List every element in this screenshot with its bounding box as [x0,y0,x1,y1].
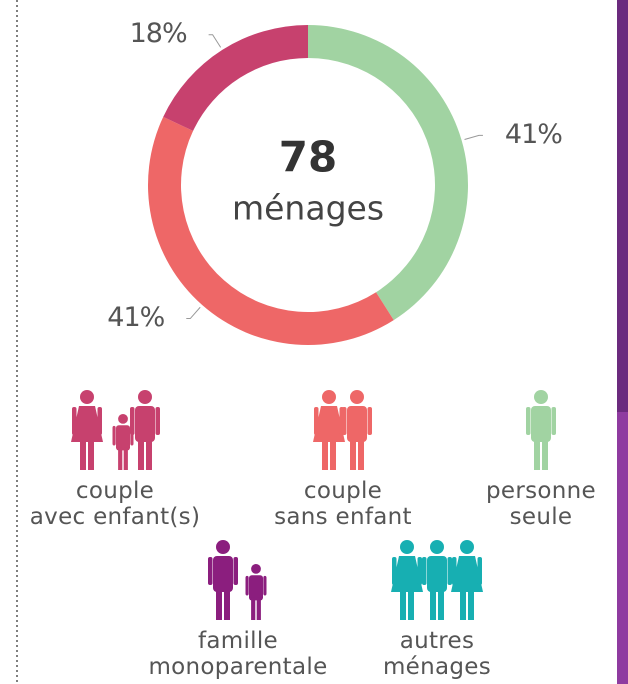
person-icon [130,390,160,470]
icon-part [400,540,414,554]
person-icon [391,540,423,620]
person-icon [313,390,345,470]
icon-part [256,597,261,620]
icon-part [342,407,347,435]
icon-part [251,597,256,620]
icon-part [208,557,213,585]
leader-line [186,306,201,320]
icon-part [460,588,466,620]
icon-part [138,438,144,470]
icon-part [408,588,414,620]
icon-part [249,575,263,601]
center-label: ménages [232,189,384,228]
side-bar [617,412,628,684]
icon-part [118,414,128,424]
icon-part [116,425,130,451]
icon-part [452,557,457,585]
center-value: 78 [279,133,337,182]
person-icon [526,390,556,470]
legend-label: couple sans enfant [274,478,412,530]
icon-part [422,557,427,585]
slice [308,25,469,321]
icon-part [130,407,135,435]
icon-part [112,425,116,446]
icon-part [263,575,267,596]
icon-part [534,390,548,404]
person-icon [342,390,372,470]
icon-part [531,406,551,442]
icon-part [138,390,152,404]
leader-line [464,134,483,141]
icon-part [430,588,436,620]
icon-part [80,438,86,470]
icon-part [245,575,249,596]
icon-part [224,588,230,620]
icon-part [358,438,364,470]
legend-label: autres ménages [382,628,492,680]
icon-part [468,588,474,620]
icon-part [80,390,94,404]
icon-part [427,556,447,592]
icon-part [313,406,345,442]
icon-part [123,447,128,470]
icon-part [400,588,406,620]
icon-part [155,407,160,435]
icon-part [542,438,548,470]
icon-part [213,556,233,592]
slice [147,116,394,346]
icon-part [71,406,103,442]
icon-part [477,557,482,585]
icon-part [251,564,261,574]
icon-part [330,438,336,470]
icon-part [438,588,444,620]
icon-part [392,557,397,585]
icon-part [551,407,556,435]
icon-part [118,447,123,470]
icon-part [367,407,372,435]
person-icon [245,564,267,620]
leader-line [208,34,222,48]
side-bar [617,0,628,412]
icon-part [391,556,423,592]
icon-part [216,588,222,620]
icon-part [350,438,356,470]
icon-part [88,438,94,470]
person-icon [71,390,103,470]
legend-label: personne seule [486,478,596,530]
icon-part [447,557,452,585]
icon-part [322,390,336,404]
icon-part [72,407,77,435]
icon-part [347,406,367,442]
person-icon [208,540,238,620]
icon-part [534,438,540,470]
icon-part [350,390,364,404]
icon-part [460,540,474,554]
legend-label: couple avec enfant(s) [29,478,201,530]
slice [163,25,308,131]
person-icon [422,540,452,620]
icon-part [233,557,238,585]
value-label: 41% [505,119,562,150]
legend-label: famille monoparentale [148,628,328,680]
icon-part [322,438,328,470]
value-label: 18% [130,18,187,49]
icon-part [135,406,155,442]
icon-part [430,540,444,554]
value-label: 41% [107,302,164,333]
icon-part [314,407,319,435]
icon-part [146,438,152,470]
icon-part [417,557,422,585]
person-icon [451,540,483,620]
icon-part [97,407,102,435]
icon-part [526,407,531,435]
icon-part [451,556,483,592]
icon-part [216,540,230,554]
